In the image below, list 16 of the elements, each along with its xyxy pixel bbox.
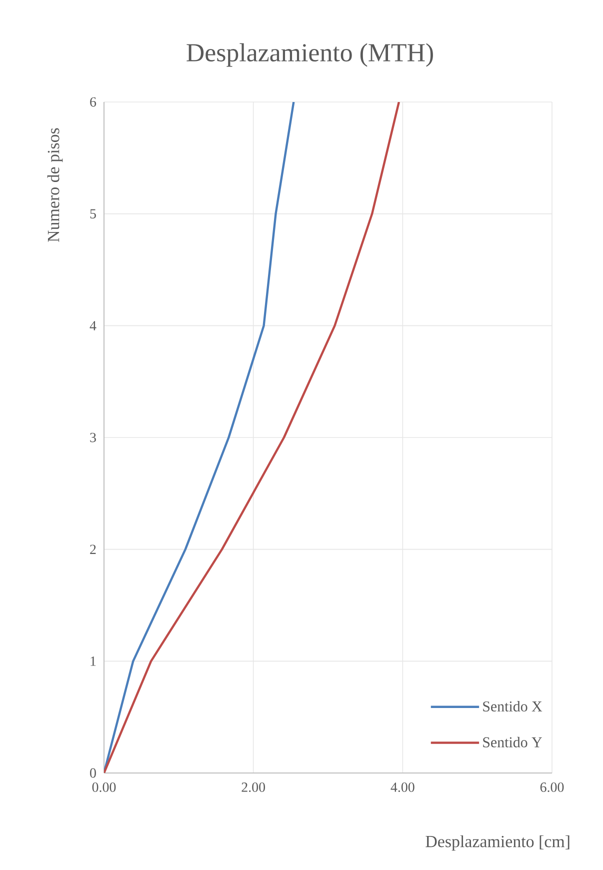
y-tick-label: 5 xyxy=(90,209,96,218)
x-tick-label: 6.00 xyxy=(540,782,564,792)
chart-title: Desplazamiento (MTH) xyxy=(186,43,433,67)
y-tick-label: 2 xyxy=(90,544,96,554)
x-axis-title: Desplazamiento [cm] xyxy=(426,835,570,851)
x-tick-label: 2.00 xyxy=(242,782,266,792)
y-axis-title: Numero de pisos xyxy=(47,128,63,242)
y-tick-label: 6 xyxy=(90,97,96,107)
x-tick-label: 4.00 xyxy=(390,782,414,792)
y-tick-label: 0 xyxy=(90,768,96,778)
y-tick-label: 3 xyxy=(90,432,96,442)
legend-label: Sentido X xyxy=(483,700,542,712)
x-tick-label: 0.00 xyxy=(92,782,116,792)
y-tick-label: 4 xyxy=(90,321,96,330)
legend-label: Sentido Y xyxy=(483,736,542,748)
y-tick-label: 1 xyxy=(90,656,96,666)
